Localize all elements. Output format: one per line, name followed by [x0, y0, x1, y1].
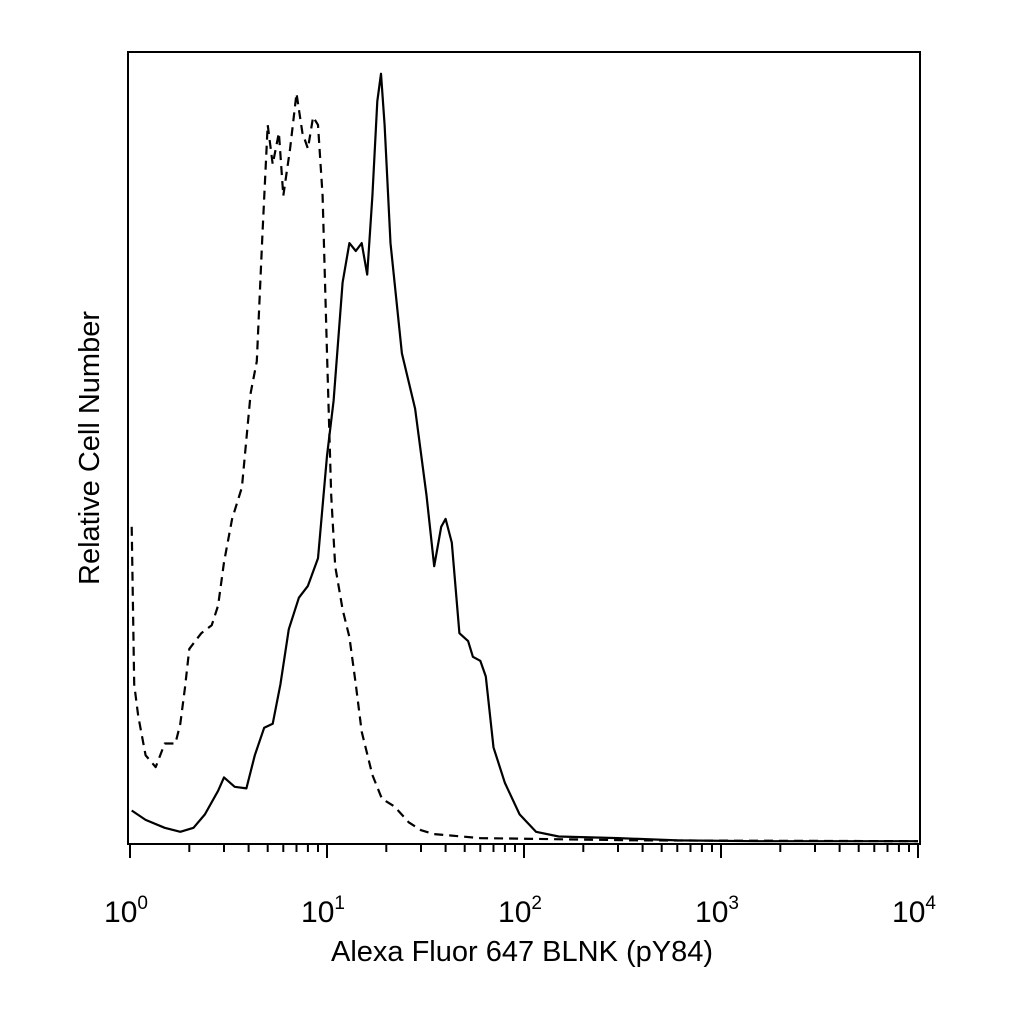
y-axis-title: Relative Cell Number: [74, 311, 106, 585]
series-layer: [130, 72, 919, 843]
x-tick-label: 103: [695, 893, 739, 929]
x-tick-label: 100: [104, 893, 148, 929]
x-axis-ticks: [129, 844, 919, 858]
x-axis-tick-labels: 100 101 102 103 104: [104, 893, 936, 929]
series-dashed-line: [130, 92, 919, 843]
plot-frame: [127, 51, 921, 845]
x-tick-label: 101: [301, 893, 345, 929]
series-solid-line: [131, 72, 918, 843]
x-tick-label: 102: [498, 893, 542, 929]
x-tick-label: 104: [892, 893, 936, 929]
x-axis-title: Alexa Fluor 647 BLNK (pY84): [331, 936, 713, 968]
